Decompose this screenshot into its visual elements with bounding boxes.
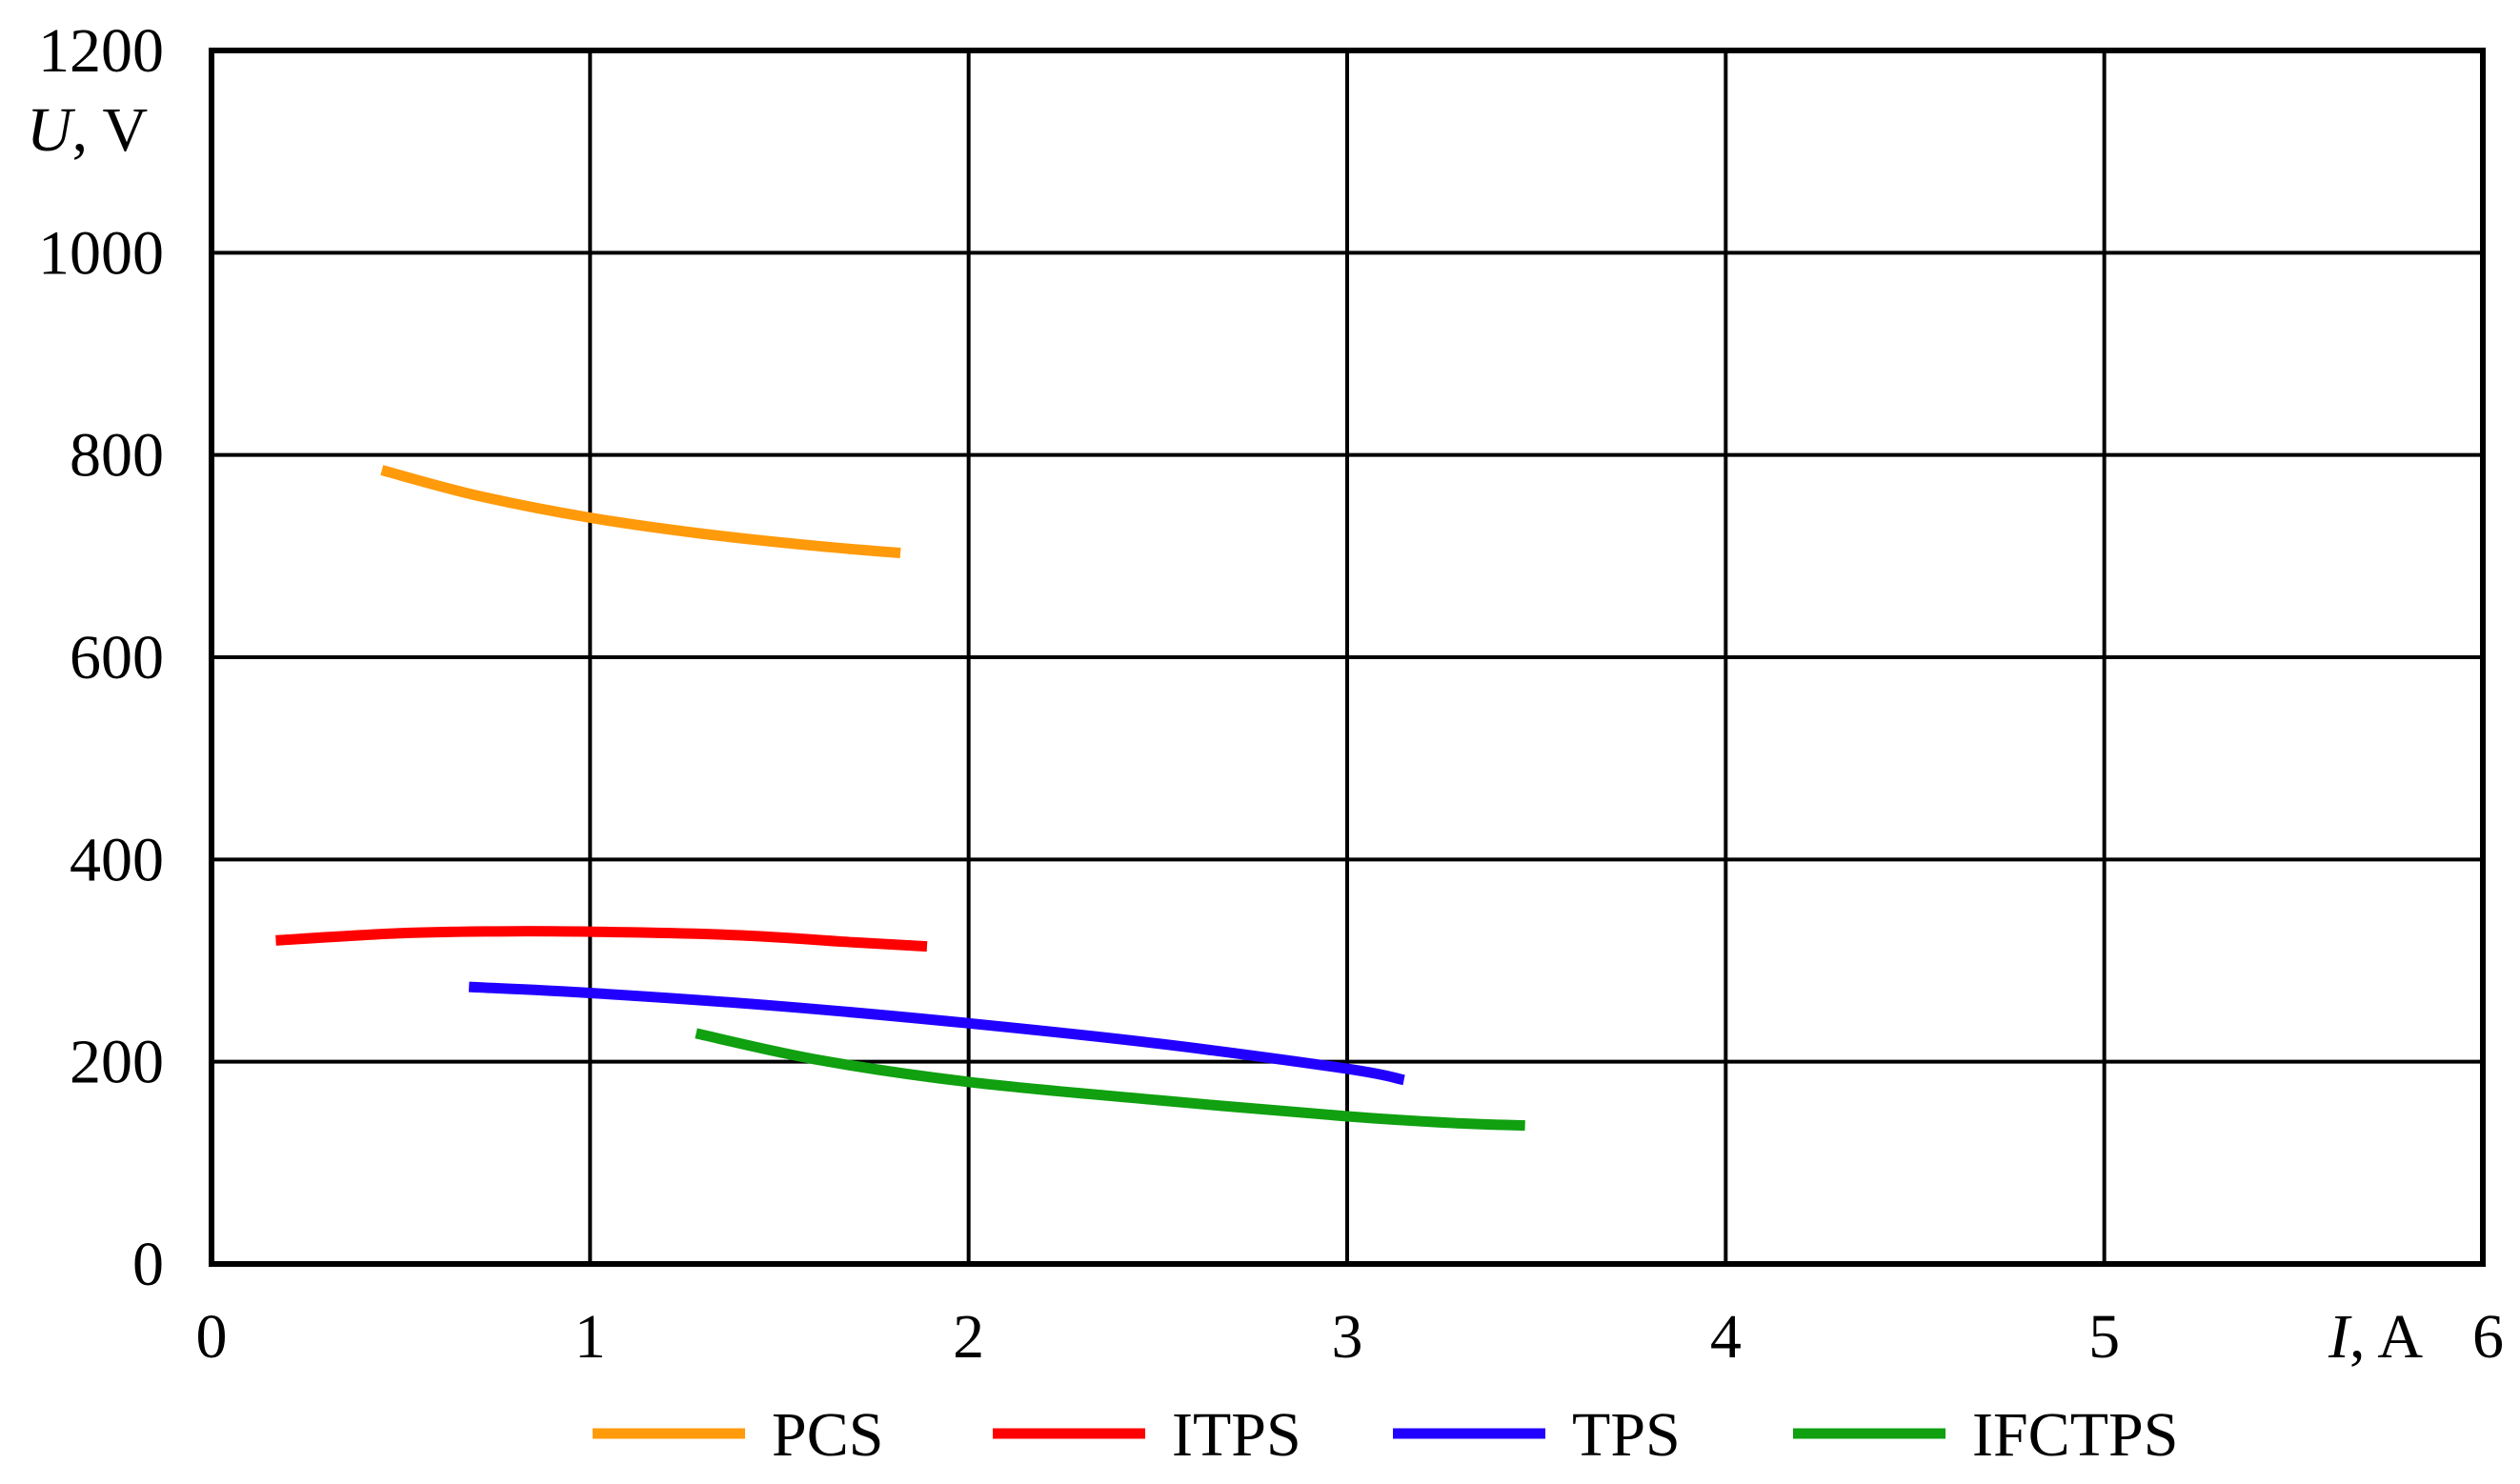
legend: PCS ITPS TPS IFCTPS [593, 1400, 2178, 1470]
x-tick-label: 5 [2088, 1302, 2120, 1372]
y-tick-label: 800 [70, 421, 164, 491]
y-tick-label: 600 [70, 623, 164, 692]
x-tick-label: 1 [575, 1302, 606, 1372]
y-tick-label: 0 [132, 1230, 164, 1299]
x-tick-label: 4 [1710, 1302, 1742, 1372]
series-line-itps [275, 926, 928, 953]
x-tick-label: 0 [196, 1302, 228, 1372]
y-tick-labels: 0 200 400 600 800 1000 1200 [38, 16, 164, 1299]
x-tick-labels: 0 1 2 3 4 5 6 [196, 1302, 2505, 1372]
legend-label-tps: TPS [1572, 1400, 1681, 1470]
series-line-tps [468, 981, 1405, 1086]
legend-label-itps: ITPS [1172, 1400, 1301, 1470]
legend-label-ifctps: IFCTPS [1972, 1400, 2178, 1470]
y-tick-label: 1000 [38, 218, 164, 288]
y-tick-label: 1200 [38, 16, 164, 86]
x-tick-label: 3 [1332, 1302, 1363, 1372]
x-tick-label: 2 [953, 1302, 984, 1372]
grid [212, 50, 2483, 1264]
series-line-pcs [380, 465, 901, 559]
y-tick-label: 400 [70, 825, 164, 894]
x-tick-label: 6 [2472, 1302, 2504, 1372]
series-layer [275, 465, 1525, 1132]
x-axis-var: I [2328, 1302, 2352, 1372]
plot-frame [209, 48, 2486, 1267]
x-axis-unit: , A [2349, 1302, 2423, 1372]
y-axis-var: U [27, 95, 76, 165]
y-axis-title: U, V [27, 95, 148, 165]
series-line-ifctps [695, 1028, 1525, 1132]
x-axis-title: I, A [2328, 1302, 2423, 1372]
y-tick-label: 200 [70, 1028, 164, 1097]
legend-label-pcs: PCS [772, 1400, 883, 1470]
y-axis-unit: , V [72, 95, 148, 165]
